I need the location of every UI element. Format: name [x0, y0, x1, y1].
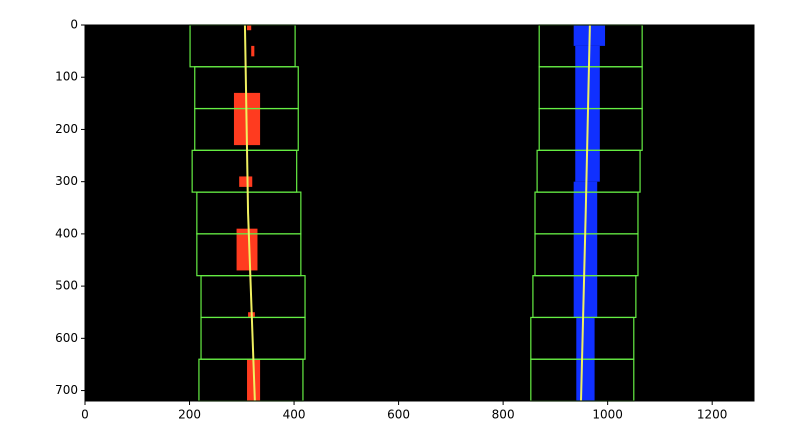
lane-pixels [247, 25, 252, 31]
y-tick-label: 200 [55, 122, 78, 136]
lane-fit [243, 24, 256, 402]
lane-pixels [239, 176, 253, 187]
x-tick-label: 1000 [592, 408, 623, 422]
y-tick-label: 300 [55, 174, 78, 188]
image-background [85, 25, 754, 401]
y-tick-label: 500 [55, 279, 78, 293]
y-tick-label: 400 [55, 226, 78, 240]
x-tick-label: 800 [492, 408, 515, 422]
y-tick-label: 100 [55, 70, 78, 84]
y-tick-label: 600 [55, 331, 78, 345]
lane-fit [580, 24, 591, 402]
x-tick-label: 200 [178, 408, 201, 422]
lane-pixels [236, 228, 258, 271]
x-tick-label: 0 [81, 408, 89, 422]
y-tick-label: 700 [55, 383, 78, 397]
x-tick-label: 600 [387, 408, 410, 422]
lane-pixels [251, 45, 255, 57]
axes-frame [84, 24, 755, 402]
x-tick-label: 1200 [697, 408, 728, 422]
x-tick-label: 400 [283, 408, 306, 422]
y-tick-label: 0 [70, 18, 78, 32]
